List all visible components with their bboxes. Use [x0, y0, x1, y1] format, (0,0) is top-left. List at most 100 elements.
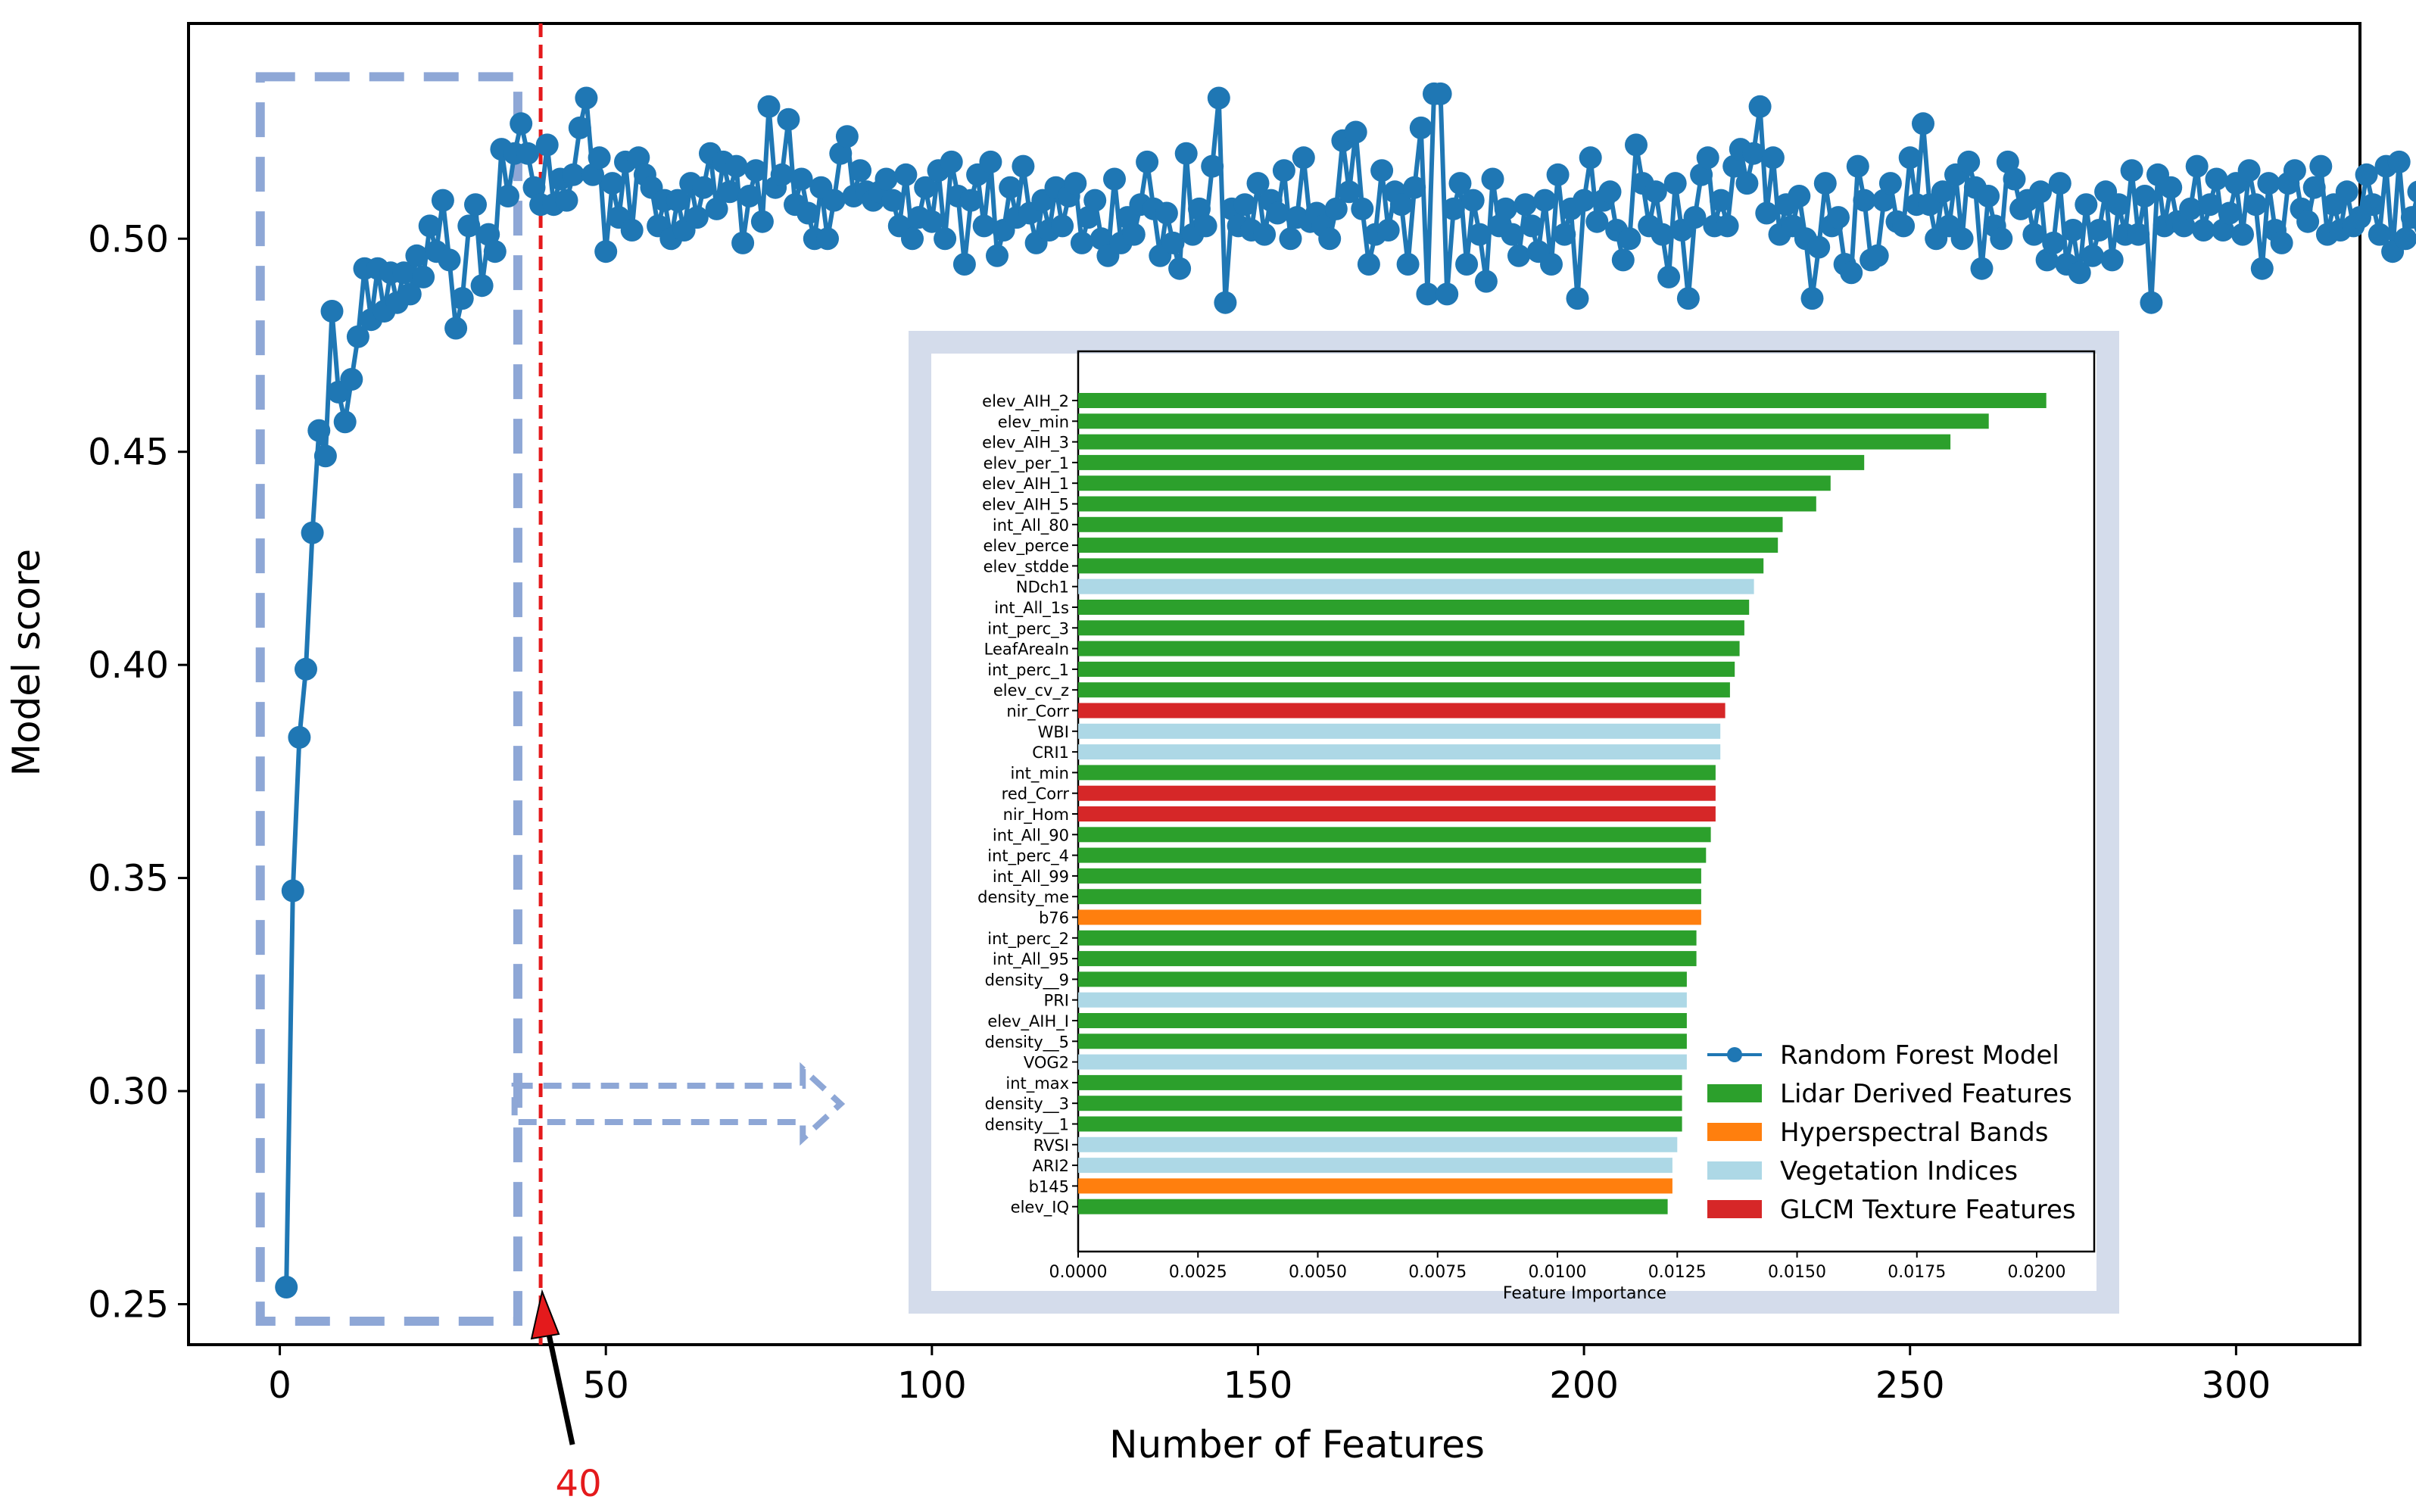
legend-label: Lidar Derived Features: [1780, 1079, 2072, 1109]
data-point: [1324, 197, 1348, 220]
data-point: [1566, 287, 1589, 310]
data-point: [1161, 231, 1185, 254]
data-point: [2140, 291, 2163, 314]
feature-bar: [1078, 868, 1701, 884]
data-point: [1644, 180, 1667, 204]
data-point: [1977, 185, 2000, 207]
data-point: [1344, 120, 1367, 144]
y-tick-label: 0.35: [88, 858, 169, 900]
feature-bar: [1078, 682, 1730, 698]
data-point: [444, 316, 468, 340]
data-point: [2283, 159, 2306, 182]
data-point: [1625, 133, 1648, 157]
data-point: [2407, 180, 2416, 203]
data-point: [1735, 172, 1759, 195]
data-point: [999, 176, 1022, 199]
feature-label: LeafAreaIn: [984, 641, 1069, 659]
feature-label: density__3: [985, 1095, 1069, 1114]
data-point: [320, 300, 344, 323]
data-point: [2133, 185, 2156, 207]
data-point: [1872, 189, 1896, 212]
feature-label: NDch1: [1016, 578, 1069, 597]
feature-label: int_perc_4: [987, 847, 1069, 866]
legend-color-swatch: [1707, 1200, 1762, 1218]
data-point: [288, 725, 311, 749]
data-point: [2257, 172, 2280, 195]
feature-label: density_me: [977, 888, 1069, 907]
feature-label: CRI1: [1032, 744, 1069, 762]
feature-label: int_perc_2: [987, 930, 1069, 949]
data-point: [418, 214, 441, 238]
data-point: [881, 189, 905, 212]
inset-x-tick-label: 0.0000: [1049, 1263, 1108, 1282]
data-point: [483, 240, 507, 263]
data-point: [1442, 197, 1465, 220]
legend-color-swatch: [1707, 1084, 1762, 1102]
data-point: [1507, 244, 1530, 267]
feature-bar: [1078, 1158, 1672, 1174]
inset-x-tick-label: 0.0125: [1648, 1263, 1707, 1282]
data-point: [2127, 223, 2150, 246]
data-point: [725, 154, 748, 178]
data-point: [522, 176, 546, 199]
inset-x-tick-label: 0.0025: [1169, 1263, 1227, 1282]
data-point: [692, 176, 715, 199]
feature-bar: [1078, 1116, 1682, 1132]
data-point: [1279, 227, 1302, 251]
data-point: [1168, 257, 1192, 280]
data-point: [1501, 223, 1524, 246]
data-point: [1892, 214, 1916, 238]
data-point: [1416, 282, 1439, 306]
data-point: [1246, 172, 1270, 195]
data-point: [295, 657, 317, 681]
feature-label: int_perc_1: [987, 661, 1069, 680]
feature-label: VOG2: [1024, 1054, 1069, 1072]
y-tick-label: 0.50: [88, 218, 169, 260]
data-point: [2081, 244, 2104, 267]
data-point: [1912, 112, 1934, 136]
feature-label: int_min: [1011, 764, 1069, 783]
threshold-pointer-head: [530, 1289, 560, 1340]
data-point: [685, 206, 709, 229]
data-point: [1722, 154, 1746, 178]
data-point: [1800, 287, 1824, 310]
data-point: [757, 95, 781, 118]
legend-marker-swatch: [1727, 1047, 1742, 1062]
main-y-axis-label: Model score: [5, 549, 48, 776]
data-point: [2237, 159, 2261, 182]
data-point: [1201, 154, 1224, 178]
feature-label: density__1: [985, 1116, 1069, 1135]
data-point: [1233, 193, 1257, 217]
feature-label: elev_AIH_1: [982, 475, 1069, 494]
data-point: [470, 274, 494, 298]
data-point: [438, 248, 461, 272]
data-point: [770, 163, 793, 186]
feature-label: elev_stdde: [984, 557, 1069, 576]
feature-bar: [1078, 930, 1697, 946]
x-tick-label: 150: [1224, 1364, 1293, 1407]
feature-label: density__5: [985, 1033, 1069, 1052]
feature-label: red_Corr: [1002, 785, 1070, 804]
data-point: [497, 185, 519, 207]
data-point: [477, 223, 500, 246]
feature-label: nir_Hom: [1003, 806, 1069, 825]
data-point: [581, 163, 604, 186]
data-point: [1598, 180, 1622, 204]
feature-bar: [1078, 889, 1701, 905]
feature-label: int_All_80: [993, 516, 1069, 535]
data-point: [1898, 146, 1922, 170]
data-point: [2400, 206, 2416, 229]
data-point: [1761, 146, 1785, 170]
data-point: [1683, 206, 1707, 229]
feature-label: int_All_95: [993, 950, 1069, 969]
data-point: [2394, 227, 2416, 251]
feature-bar: [1078, 475, 1831, 491]
feature-bar: [1078, 785, 1716, 801]
data-point: [835, 125, 859, 148]
data-point: [568, 116, 591, 139]
feature-bar: [1078, 765, 1716, 781]
feature-bar: [1078, 1054, 1687, 1070]
data-point: [2414, 219, 2416, 233]
feature-label: density__9: [985, 971, 1069, 990]
